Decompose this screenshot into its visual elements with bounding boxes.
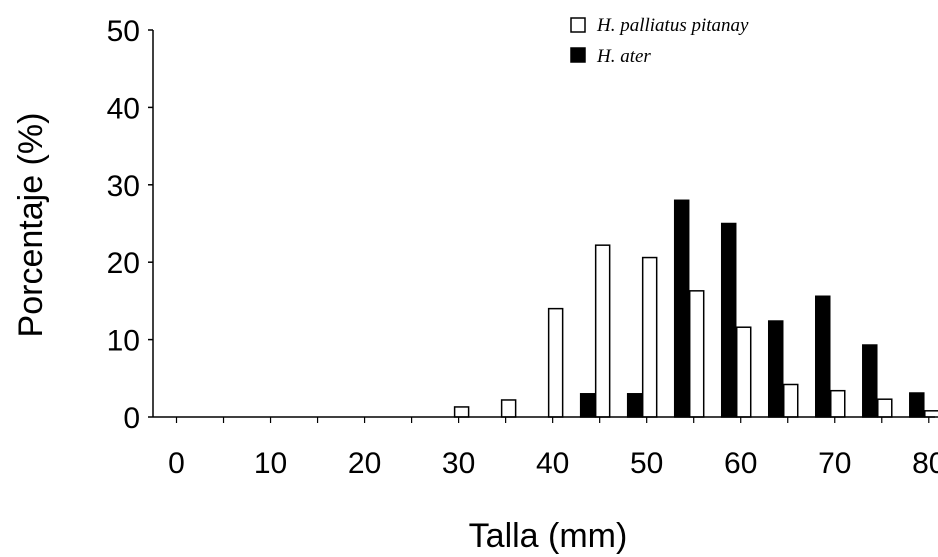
bar-h-ater [909,392,925,418]
y-tick-label: 30 [107,170,140,203]
x-tick-label: 60 [724,447,757,480]
y-tick-label: 40 [107,92,140,125]
bar-h-palliatus-pitanay [641,256,658,418]
y-tick-label: 50 [107,15,140,48]
bar-h-palliatus-pitanay [782,383,799,418]
tick-labels-layer: 0 10 20 30 40 50 0 10 20 30 40 50 60 70 80 [107,15,938,480]
x-tick-label: 50 [630,447,663,480]
axes-layer [148,29,935,423]
legend: H. palliatus pitanay H. ater [570,15,749,67]
x-tick-label: 30 [442,447,475,480]
legend-label-h-palliatus-pitanay: H. palliatus pitanay [596,15,749,36]
x-tick-label: 10 [254,447,287,480]
bar-h-palliatus-pitanay [877,398,893,418]
bar-h-palliatus-pitanay [735,326,752,418]
y-axis-title: Porcentaje (%) [12,113,50,338]
x-tick-label: 20 [348,447,381,480]
x-axis-title: Talla (mm) [469,517,628,555]
bar-h-palliatus-pitanay [594,244,611,418]
x-tick-label: 70 [818,447,851,480]
bar-h-ater [720,222,737,418]
bar-h-ater [767,320,784,418]
bars-layer [453,199,938,418]
legend-swatch-h-palliatus-pitanay [570,17,586,33]
bar-h-palliatus-pitanay [500,399,517,418]
x-tick-label: 0 [168,447,185,480]
legend-label-h-ater: H. ater [596,46,651,67]
bar-h-ater [673,199,690,418]
bar-h-palliatus-pitanay [547,307,564,418]
x-tick-label: 80 [912,447,938,480]
y-tick-label: 20 [107,247,140,280]
y-tick-label: 10 [107,325,140,358]
bar-h-palliatus-pitanay [453,406,470,418]
bar-h-ater [815,295,831,418]
y-tick-label: 0 [123,402,140,435]
legend-swatch-h-ater [570,47,586,63]
bar-h-ater [862,344,878,418]
bar-h-ater [579,393,596,418]
bar-h-palliatus-pitanay [688,290,705,418]
bar-h-palliatus-pitanay [924,410,938,418]
bar-h-ater [626,393,643,418]
x-tick-label: 40 [536,447,569,480]
bar-h-palliatus-pitanay [830,389,846,418]
